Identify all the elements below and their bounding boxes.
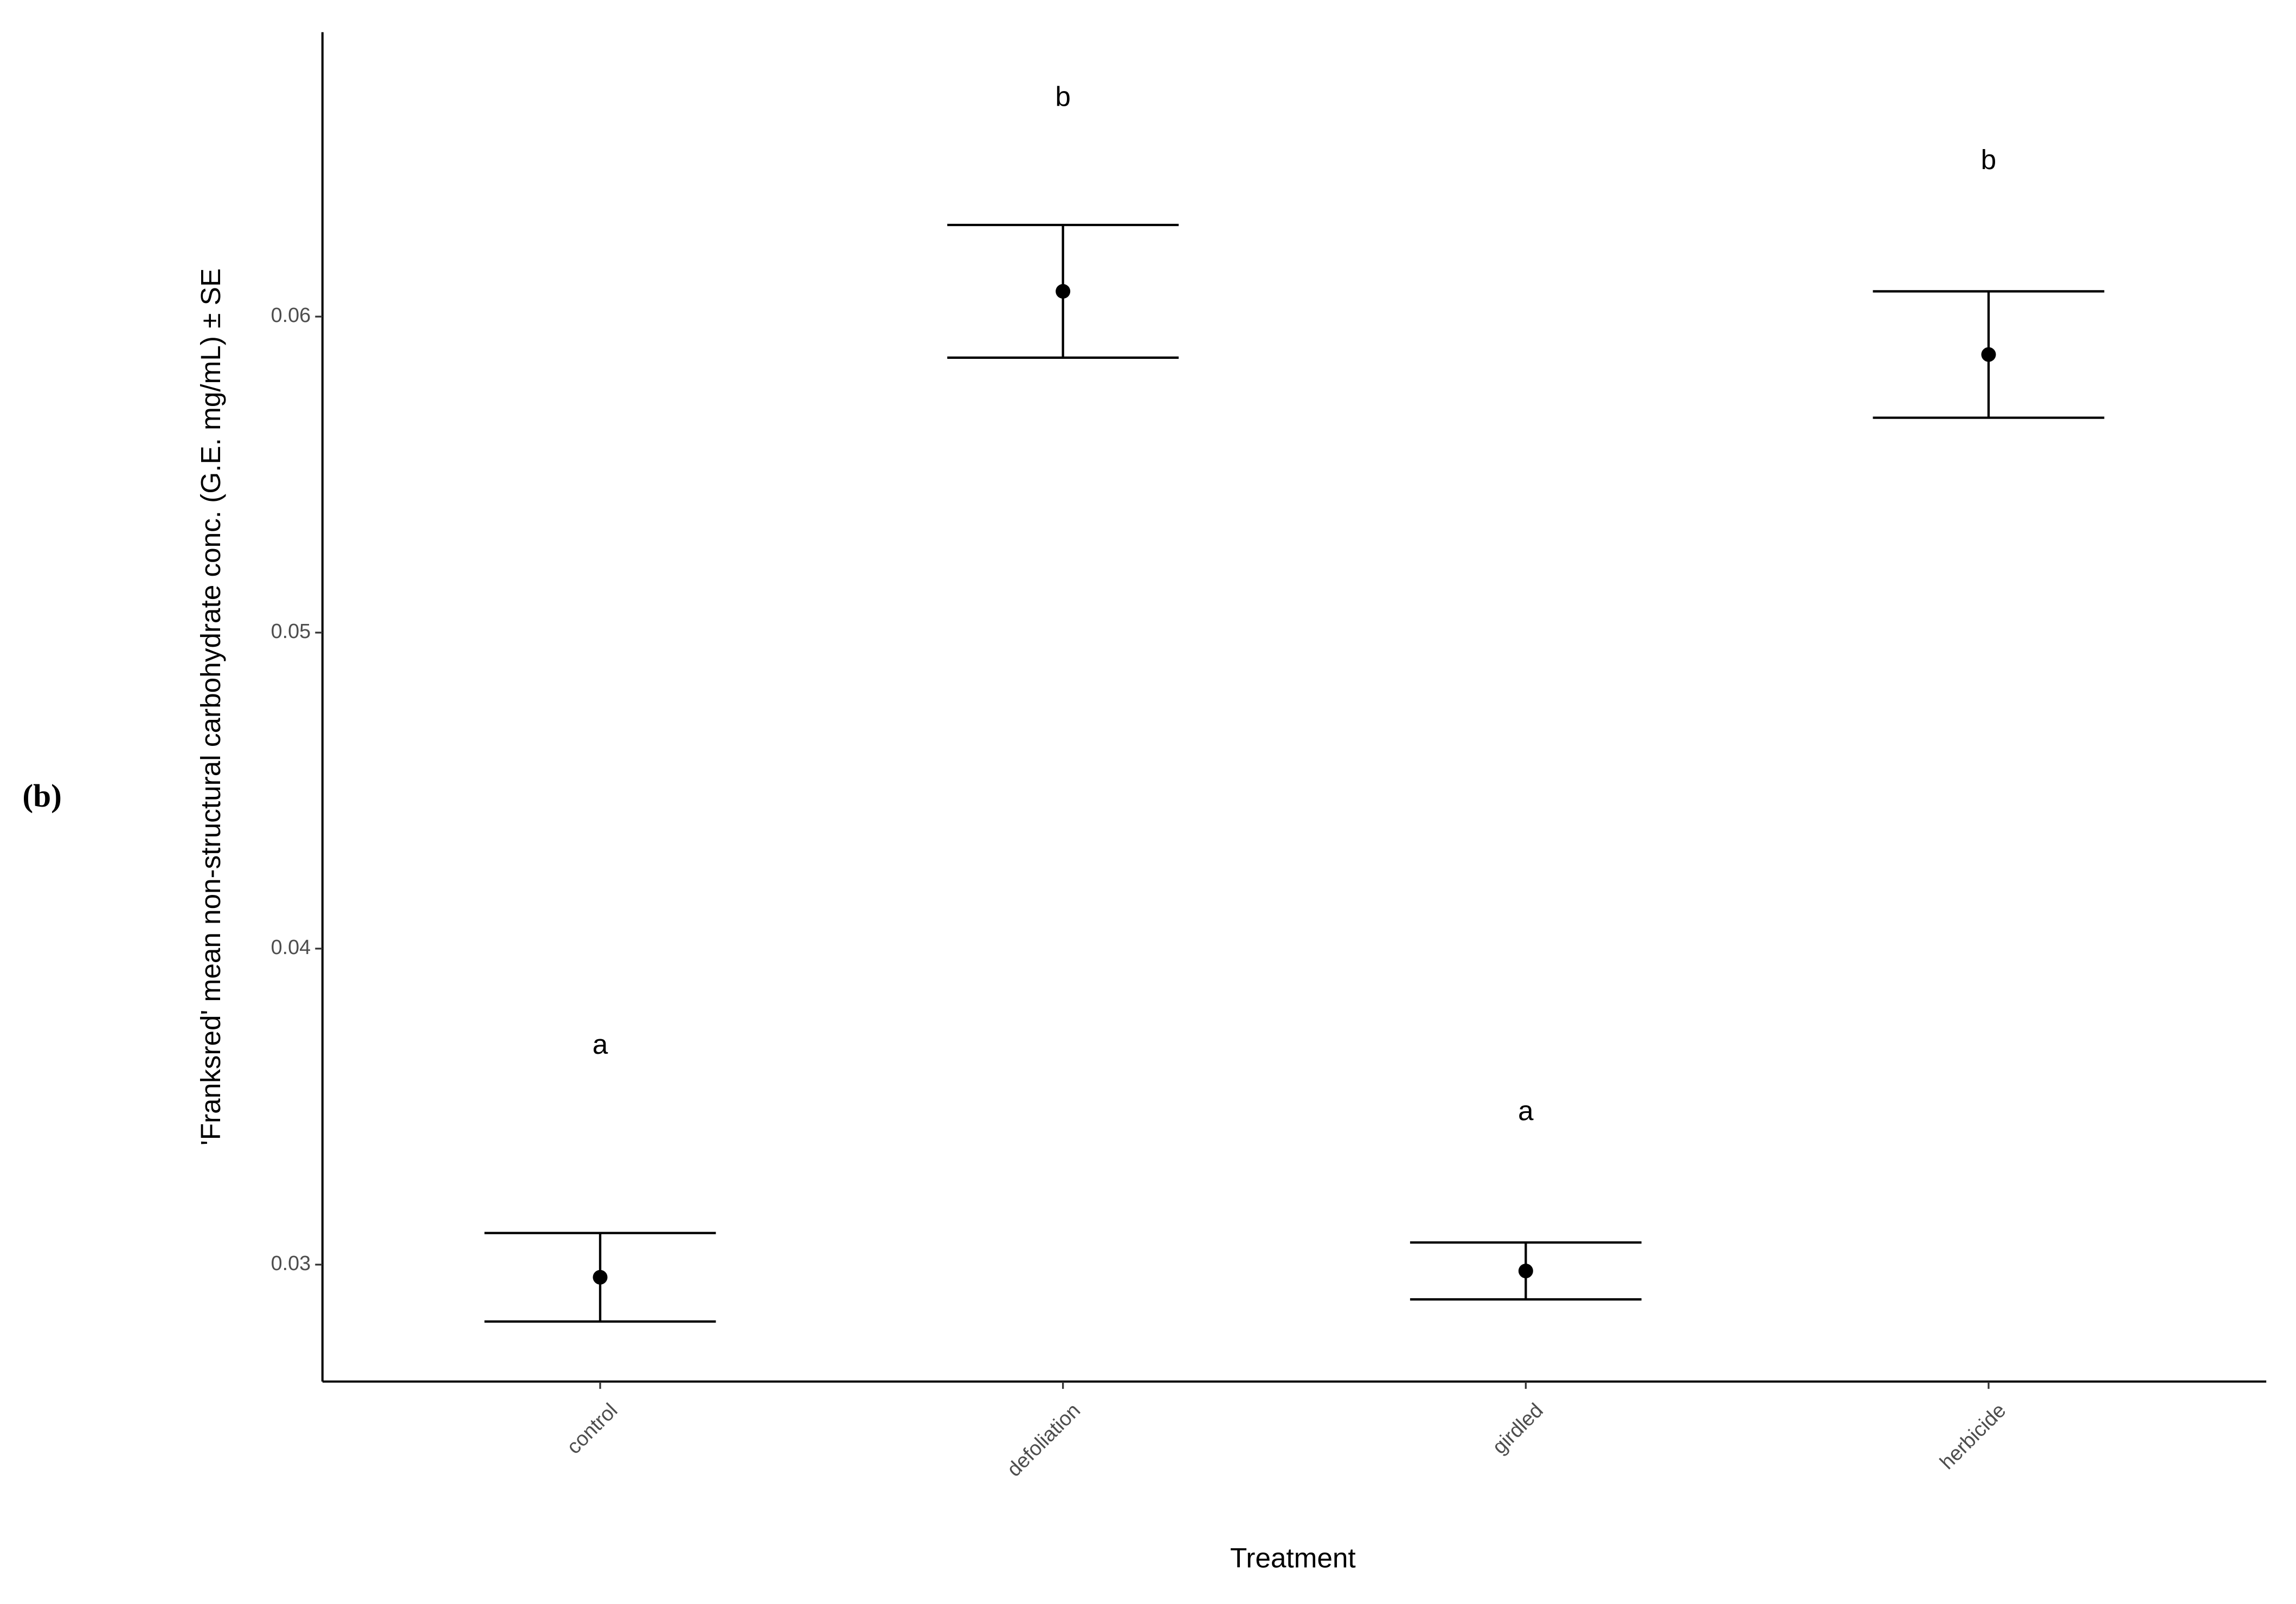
- significance-letter: a: [1518, 1096, 1534, 1126]
- x-tick-label: defoliation: [1003, 1399, 1085, 1481]
- y-tick-label: 0.03: [271, 1252, 311, 1275]
- significance-letter: b: [1055, 81, 1071, 112]
- y-tick-label: 0.05: [271, 620, 311, 643]
- significance-letter: a: [593, 1029, 608, 1060]
- x-axis-title: Treatment: [1230, 1543, 1356, 1574]
- x-tick-label: herbicide: [1935, 1399, 2010, 1474]
- x-tick-label: control: [563, 1399, 622, 1459]
- y-tick-label: 0.04: [271, 936, 311, 959]
- point: [1056, 284, 1071, 299]
- significance-letter: b: [1981, 144, 1997, 175]
- point: [593, 1270, 608, 1285]
- y-tick-label: 0.06: [271, 304, 311, 327]
- x-tick-label: girdled: [1488, 1399, 1548, 1459]
- y-axis-title: 'Franksred' mean non-structural carbohyd…: [195, 268, 226, 1145]
- panel-label: (b): [22, 778, 62, 814]
- point: [1981, 347, 1996, 362]
- point: [1518, 1264, 1533, 1279]
